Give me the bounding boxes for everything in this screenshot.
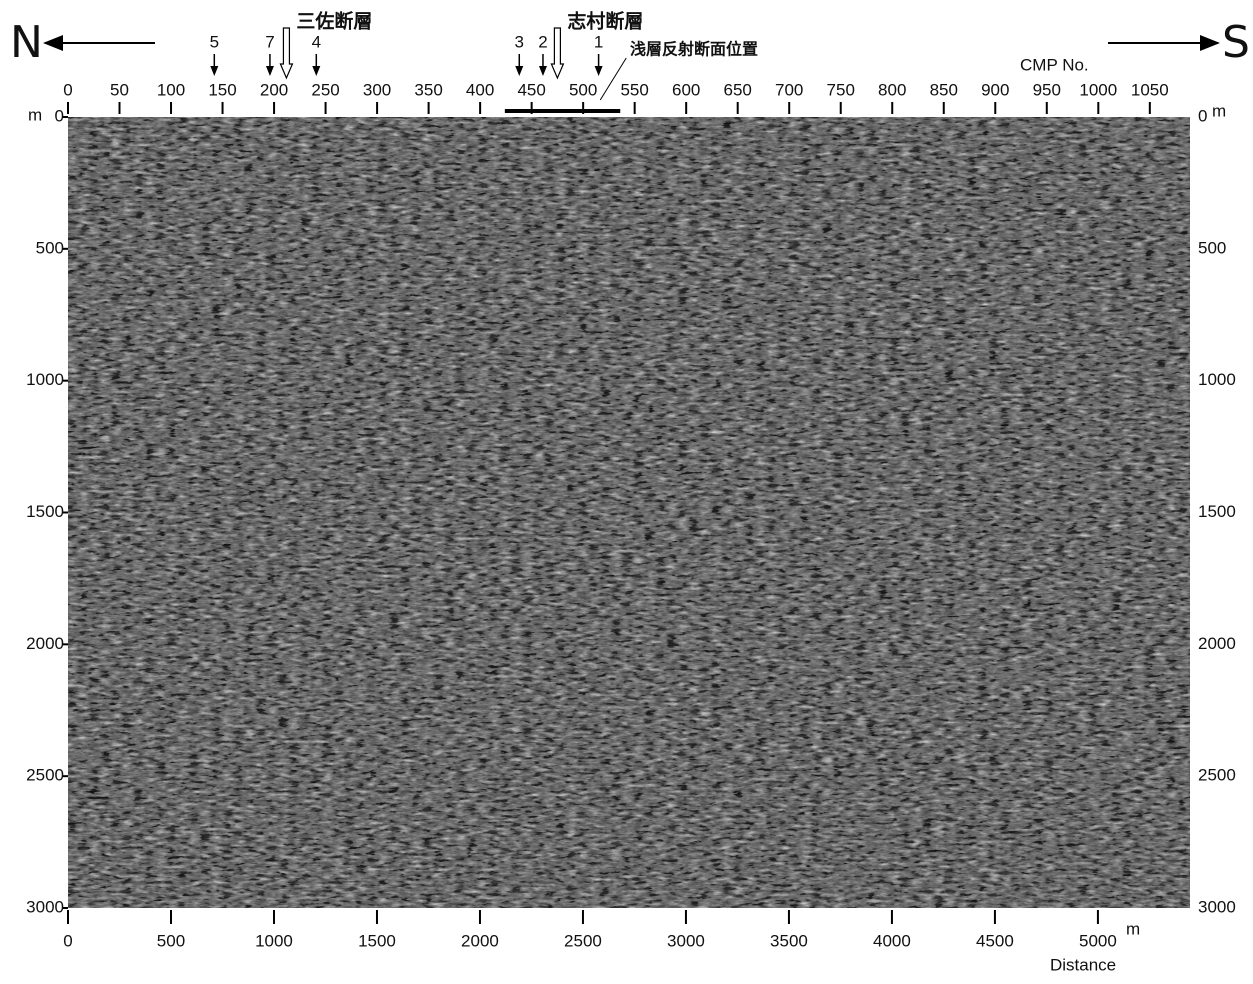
- depth-tick-label-left: 1000: [26, 370, 64, 389]
- cmp-tick-label: 750: [827, 80, 855, 99]
- depth-tick-label-right: 0: [1198, 106, 1207, 125]
- depth-tick-label-right: 2000: [1198, 634, 1236, 653]
- marker-arrow: [515, 66, 523, 76]
- cmp-tick-label: 400: [466, 80, 494, 99]
- cmp-tick-label: 200: [260, 80, 288, 99]
- cmp-tick-label: 350: [414, 80, 442, 99]
- cmp-tick-label: 950: [1033, 80, 1061, 99]
- cmp-tick-label: 850: [930, 80, 958, 99]
- distance-unit: m: [1126, 919, 1140, 938]
- cmp-tick-label: 650: [724, 80, 752, 99]
- distance-tick-label: 2500: [564, 931, 602, 950]
- cmp-tick-label: 250: [311, 80, 339, 99]
- fault-name: 志村断層: [567, 10, 643, 33]
- cmp-tick-label: 50: [110, 80, 129, 99]
- marker-arrow: [210, 66, 218, 76]
- north-label: N: [10, 17, 43, 68]
- distance-tick-label: 4000: [873, 931, 911, 950]
- marker-label: 2: [538, 32, 547, 51]
- fault-name: 三佐断層: [296, 10, 372, 33]
- fault-arrow: [551, 28, 563, 78]
- distance-tick-label: 0: [63, 931, 72, 950]
- marker-arrow: [595, 66, 603, 76]
- cmp-axis-label: CMP No.: [1020, 55, 1089, 74]
- depth-unit-right: m: [1212, 101, 1226, 120]
- cmp-tick-label: 1000: [1079, 80, 1117, 99]
- seismic-figure: N S CMP No. Distance m m m 0501001502002…: [0, 0, 1253, 979]
- distance-tick-label: 4500: [976, 931, 1014, 950]
- cmp-tick-label: 800: [878, 80, 906, 99]
- marker-label: 1: [594, 32, 603, 51]
- cmp-tick-label: 550: [620, 80, 648, 99]
- depth-tick-label-left: 0: [55, 106, 64, 125]
- distance-tick-label: 1000: [255, 931, 293, 950]
- cmp-tick-label: 600: [672, 80, 700, 99]
- cmp-tick-label: 500: [569, 80, 597, 99]
- depth-tick-label-left: 1500: [26, 502, 64, 521]
- cmp-tick-label: 700: [775, 80, 803, 99]
- distance-tick-label: 5000: [1079, 931, 1117, 950]
- marker-arrow: [312, 66, 320, 76]
- depth-tick-label-right: 2500: [1198, 766, 1236, 785]
- depth-tick-label-right: 3000: [1198, 897, 1236, 916]
- depth-tick-label-right: 1500: [1198, 502, 1236, 521]
- cmp-tick-label: 150: [208, 80, 236, 99]
- depth-tick-label-left: 2500: [26, 766, 64, 785]
- cmp-tick-label: 300: [363, 80, 391, 99]
- fault-arrow: [280, 28, 292, 78]
- distance-tick-label: 1500: [358, 931, 396, 950]
- marker-label: 4: [312, 32, 321, 51]
- marker-label: 5: [210, 32, 219, 51]
- depth-tick-label-left: 2000: [26, 634, 64, 653]
- cmp-tick-label: 900: [981, 80, 1009, 99]
- distance-axis-label: Distance: [1050, 955, 1116, 974]
- depth-tick-label-right: 500: [1198, 238, 1226, 257]
- cmp-tick-label: 0: [63, 80, 72, 99]
- cmp-tick-label: 1050: [1131, 80, 1169, 99]
- distance-tick-label: 3500: [770, 931, 808, 950]
- distance-tick-label: 500: [157, 931, 185, 950]
- depth-tick-label-right: 1000: [1198, 370, 1236, 389]
- marker-label: 7: [265, 32, 274, 51]
- distance-tick-label: 2000: [461, 931, 499, 950]
- depth-tick-label-left: 500: [36, 238, 64, 257]
- depth-unit-left: m: [28, 105, 42, 124]
- cmp-tick-label: 450: [517, 80, 545, 99]
- shallow-section-label: 浅層反射断面位置: [630, 40, 758, 59]
- south-label: S: [1222, 17, 1250, 68]
- cmp-tick-label: 100: [157, 80, 185, 99]
- marker-arrow: [266, 66, 274, 76]
- seismic-section: [68, 117, 1190, 908]
- marker-label: 3: [515, 32, 524, 51]
- marker-arrow: [539, 66, 547, 76]
- distance-tick-label: 3000: [667, 931, 705, 950]
- depth-tick-label-left: 3000: [26, 897, 64, 916]
